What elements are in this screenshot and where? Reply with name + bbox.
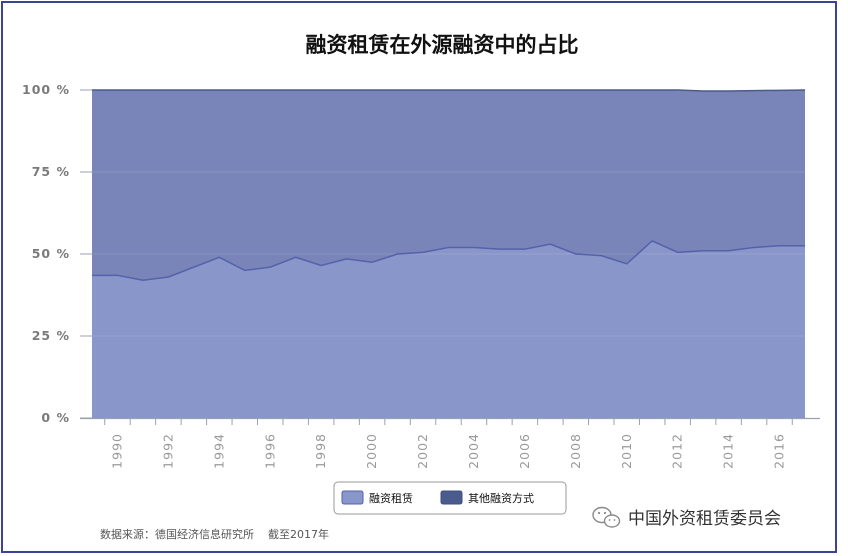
legend: 融资租赁 其他融资方式 (333, 481, 567, 515)
y-tick-label: 50 % (32, 246, 70, 261)
x-tick-label: 2004 (466, 433, 481, 469)
x-tick-label: 2006 (517, 433, 532, 469)
x-tick-label: 2016 (772, 433, 787, 469)
x-tick-label: 2008 (568, 433, 583, 469)
x-tick-label: 1998 (313, 433, 328, 469)
x-tick-label: 2000 (364, 433, 379, 469)
y-tick-label: 25 % (32, 328, 70, 343)
plot-area (92, 89, 806, 418)
watermark-text: 中国外资租赁委员会 (628, 509, 781, 529)
x-tick-label: 2002 (415, 433, 430, 469)
legend-swatch-financial-leasing (341, 490, 364, 505)
y-tick-label: 100 % (22, 82, 70, 97)
wechat-icon (592, 506, 621, 528)
watermark: 中国外资租赁委员会 (592, 506, 781, 529)
source-note: 数据来源：德国经济信息研究所 截至2017年 (100, 527, 329, 541)
y-tick-label: 0 % (41, 410, 70, 425)
x-tick-label: 1990 (109, 433, 124, 469)
y-axis: 0 % 25 % 50 % 75 % 100 % (22, 82, 92, 425)
legend-swatch-other-financing (440, 490, 463, 505)
x-tick-label: 2012 (670, 433, 685, 469)
legend-label-financial-leasing: 融资租赁 (369, 491, 413, 505)
line-other-financing (92, 89, 806, 92)
x-tick-label: 1992 (160, 433, 175, 469)
x-axis: 1990 1992 1994 1996 1998 2000 2002 2004 2006 2008… (80, 417, 820, 469)
x-tick-label: 2010 (619, 433, 634, 469)
x-tick-label: 1994 (211, 433, 226, 469)
legend-label-other-financing: 其他融资方式 (468, 491, 534, 505)
y-tick-label: 75 % (32, 164, 70, 179)
x-tick-label: 1996 (262, 433, 277, 469)
chart-title: 融资租赁在外源融资中的占比 (306, 32, 579, 57)
x-tick-label: 2014 (721, 433, 736, 469)
line-financial-leasing (92, 239, 805, 281)
area-other-financing (92, 90, 805, 281)
area-financial-leasing (92, 240, 805, 418)
